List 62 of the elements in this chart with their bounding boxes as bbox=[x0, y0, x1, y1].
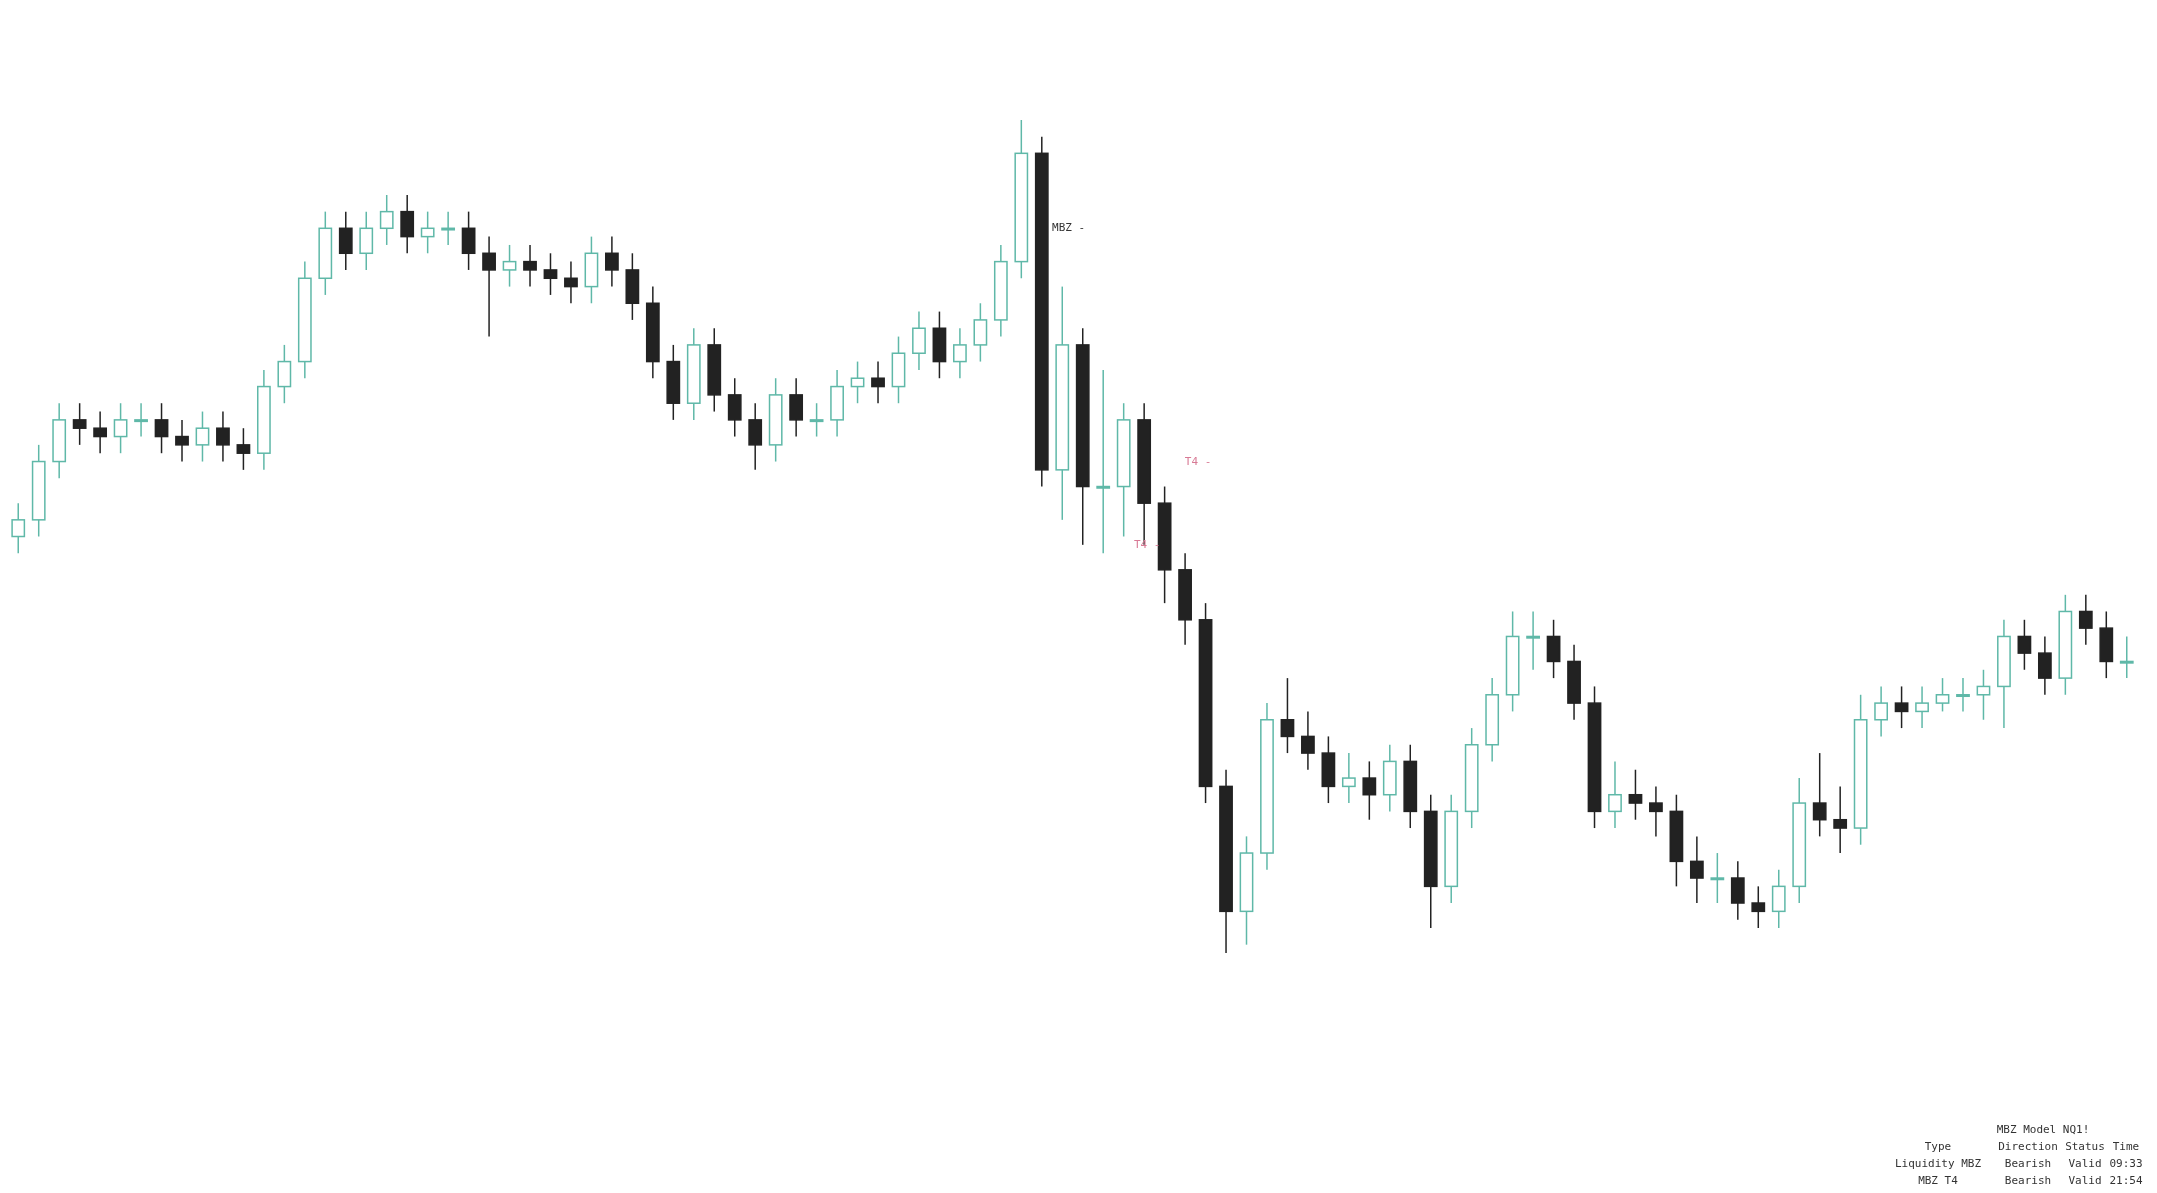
candlestick bbox=[441, 210, 456, 246]
candlestick bbox=[850, 360, 865, 404]
candlestick bbox=[1751, 885, 1766, 929]
text: 21:54 bbox=[2109, 1174, 2143, 1187]
candlestick bbox=[543, 252, 558, 296]
annotation: MBZ - bbox=[1052, 221, 1086, 235]
text: Direction bbox=[1998, 1140, 2058, 1153]
candlestick bbox=[1915, 685, 1929, 729]
text: Valid bbox=[2068, 1174, 2102, 1187]
candlestick bbox=[11, 502, 26, 554]
annotation: T4 - bbox=[1133, 537, 1161, 551]
candlestick bbox=[523, 244, 537, 288]
candlestick bbox=[216, 410, 230, 463]
candlestick bbox=[1976, 669, 1991, 721]
candlestick bbox=[1812, 752, 1827, 838]
candlestick bbox=[953, 327, 967, 379]
text: Bearish bbox=[2004, 1174, 2052, 1187]
candlestick bbox=[93, 410, 108, 454]
text: MBZ T4 bbox=[1918, 1174, 1959, 1187]
candlestick bbox=[1526, 610, 1540, 671]
candlestick bbox=[1362, 760, 1377, 821]
candlestick bbox=[1710, 852, 1725, 904]
candlestick bbox=[1608, 760, 1622, 829]
text: MBZ Model NQ1! bbox=[1996, 1123, 2090, 1136]
candlestick bbox=[2017, 619, 2032, 671]
candlestick bbox=[113, 402, 128, 454]
candlestick bbox=[195, 410, 210, 463]
candlestick bbox=[1935, 677, 1950, 713]
candlestick bbox=[809, 402, 824, 438]
candlestick bbox=[1894, 685, 1909, 729]
text: Type bbox=[1924, 1140, 1952, 1153]
candlestick bbox=[871, 360, 885, 404]
text: Liquidity MBZ bbox=[1894, 1157, 1982, 1170]
candlestick bbox=[1874, 685, 1888, 738]
text: Bearish bbox=[2004, 1157, 2052, 1170]
candlestick bbox=[564, 260, 578, 305]
candlestick bbox=[1689, 835, 1704, 904]
candlestick bbox=[134, 402, 148, 438]
candlestick bbox=[72, 402, 87, 446]
candlestick bbox=[1628, 768, 1643, 821]
text: Status bbox=[2065, 1140, 2105, 1153]
candlestick bbox=[1649, 785, 1663, 838]
candlestick bbox=[236, 427, 251, 471]
candlestick bbox=[154, 402, 169, 454]
candlestick bbox=[502, 244, 517, 288]
candlestick bbox=[2078, 594, 2093, 646]
candlestick bbox=[1341, 752, 1356, 804]
candlestick bbox=[1833, 785, 1848, 854]
text: 09:33 bbox=[2109, 1157, 2143, 1170]
candlestick bbox=[1096, 369, 1111, 554]
candlestick bbox=[1301, 710, 1315, 771]
text: Time bbox=[2112, 1140, 2140, 1153]
candlestick bbox=[482, 235, 496, 338]
candlestick bbox=[2119, 635, 2134, 679]
candlestick bbox=[1956, 677, 1970, 713]
candlestick bbox=[1280, 677, 1295, 754]
candlestick bbox=[175, 419, 189, 463]
annotation: T4 - bbox=[1184, 454, 1212, 468]
candlestick bbox=[420, 210, 435, 255]
candlestick bbox=[605, 235, 619, 288]
candlestick bbox=[379, 194, 394, 246]
text: Valid bbox=[2068, 1157, 2102, 1170]
